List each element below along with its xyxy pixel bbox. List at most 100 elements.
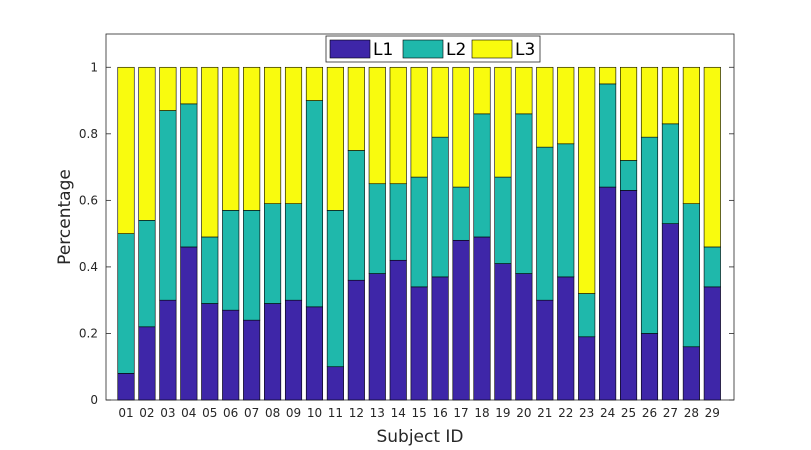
bar-l3-02 [138,66,156,221]
y-tick-labels: 0 0.2 0.4 0.6 0.8 1 [79,60,98,407]
bar-l1-07 [243,319,261,401]
bar-l2-18 [473,113,491,238]
bar-l3-24 [599,66,617,85]
x-tick-label: 10 [307,406,322,420]
x-axis-label: Subject ID [376,427,463,447]
bar-l1-04 [180,246,198,401]
bar-l3-08 [264,66,282,204]
bar-l2-19 [494,176,512,264]
bar-l3-20 [515,66,533,115]
bar-l2-21 [536,146,554,301]
bar-l3-23 [578,66,596,294]
legend-label-l3: L3 [515,40,535,60]
bar-l1-25 [620,190,638,401]
bar-l1-29 [703,286,721,401]
bar-l3-21 [536,66,554,148]
bar-l2-10 [305,100,324,308]
y-tick-label: 0 [90,393,98,407]
x-tick-label: 24 [600,406,615,420]
bar-l2-15 [410,176,428,288]
bar-l2-22 [557,143,575,278]
bar-l1-10 [305,306,324,401]
x-tick-label: 26 [642,406,657,420]
x-tick-label: 11 [328,406,343,420]
bar-l1-24 [599,186,617,401]
bar-l3-01 [117,66,135,234]
x-tick-label: 22 [558,406,573,420]
x-tick-label: 08 [265,406,280,420]
bar-l1-01 [117,373,135,401]
bar-l3-26 [640,66,659,138]
bar-l2-23 [578,293,596,338]
bar-l2-08 [264,203,282,304]
bar-l1-03 [159,299,177,401]
bar-l1-21 [536,299,554,401]
x-tick-label: 14 [391,406,406,420]
bar-l3-27 [661,66,679,125]
bar-l2-26 [640,136,659,334]
x-tick-label: 04 [181,406,196,420]
x-tick-label: 21 [537,406,552,420]
bar-l3-13 [368,66,386,185]
bar-l3-16 [431,66,449,138]
bar-l2-14 [389,183,407,261]
bar-l2-02 [138,220,156,328]
legend-label-l2: L2 [446,40,466,60]
bar-l3-19 [494,66,512,178]
bar-l3-05 [201,66,219,238]
bar-l1-20 [515,273,533,401]
x-tick-label: 05 [202,406,217,420]
bar-l2-12 [347,150,365,281]
bar-l3-25 [620,66,638,161]
bar-l2-20 [515,113,533,274]
bars [117,66,721,401]
legend-swatch-l3 [471,39,513,59]
bar-l1-13 [368,273,386,401]
bar-l2-04 [180,103,198,248]
legend: L1 L2 L3 [325,35,541,63]
bar-l1-19 [494,263,512,401]
bar-l1-14 [389,259,407,401]
y-tick-label: 0.8 [79,127,98,141]
bar-l2-07 [243,210,261,321]
x-tick-label: 02 [139,406,154,420]
bar-l2-11 [326,210,344,368]
x-tick-label: 06 [223,406,238,420]
bar-l3-11 [326,66,344,211]
x-tick-label: 15 [412,406,427,420]
bar-l1-11 [326,366,344,401]
bar-l3-07 [243,66,261,211]
x-tick-label: 27 [663,406,678,420]
x-tick-label: 16 [432,406,447,420]
y-tick-label: 1 [90,60,98,74]
bar-l1-28 [682,346,700,401]
bar-l1-15 [410,286,428,401]
bar-l3-04 [180,66,198,105]
bar-l2-16 [431,136,449,278]
y-tick-label: 0.4 [79,260,98,274]
x-tick-label: 19 [495,406,510,420]
bar-l1-12 [347,279,365,401]
x-tick-label: 03 [160,406,175,420]
x-tick-label: 09 [286,406,301,420]
bar-l3-14 [389,66,407,185]
x-tick-label: 29 [705,406,720,420]
bar-l2-27 [661,123,679,224]
bar-l3-06 [222,66,240,211]
bar-l2-09 [284,203,303,301]
x-tick-label: 23 [579,406,594,420]
bar-l2-24 [599,83,617,188]
bar-l3-18 [473,66,491,115]
bar-l2-01 [117,233,135,374]
bar-l1-02 [138,326,156,401]
bar-l2-03 [159,110,177,301]
legend-swatch-l2 [402,39,444,59]
bar-l3-15 [410,66,428,178]
bar-l1-09 [284,299,303,401]
bar-l3-28 [682,66,700,204]
bar-l2-17 [452,186,470,241]
bar-l1-26 [640,333,659,401]
bar-l2-29 [703,246,721,288]
bar-l2-13 [368,183,386,274]
bar-l3-10 [305,66,324,101]
